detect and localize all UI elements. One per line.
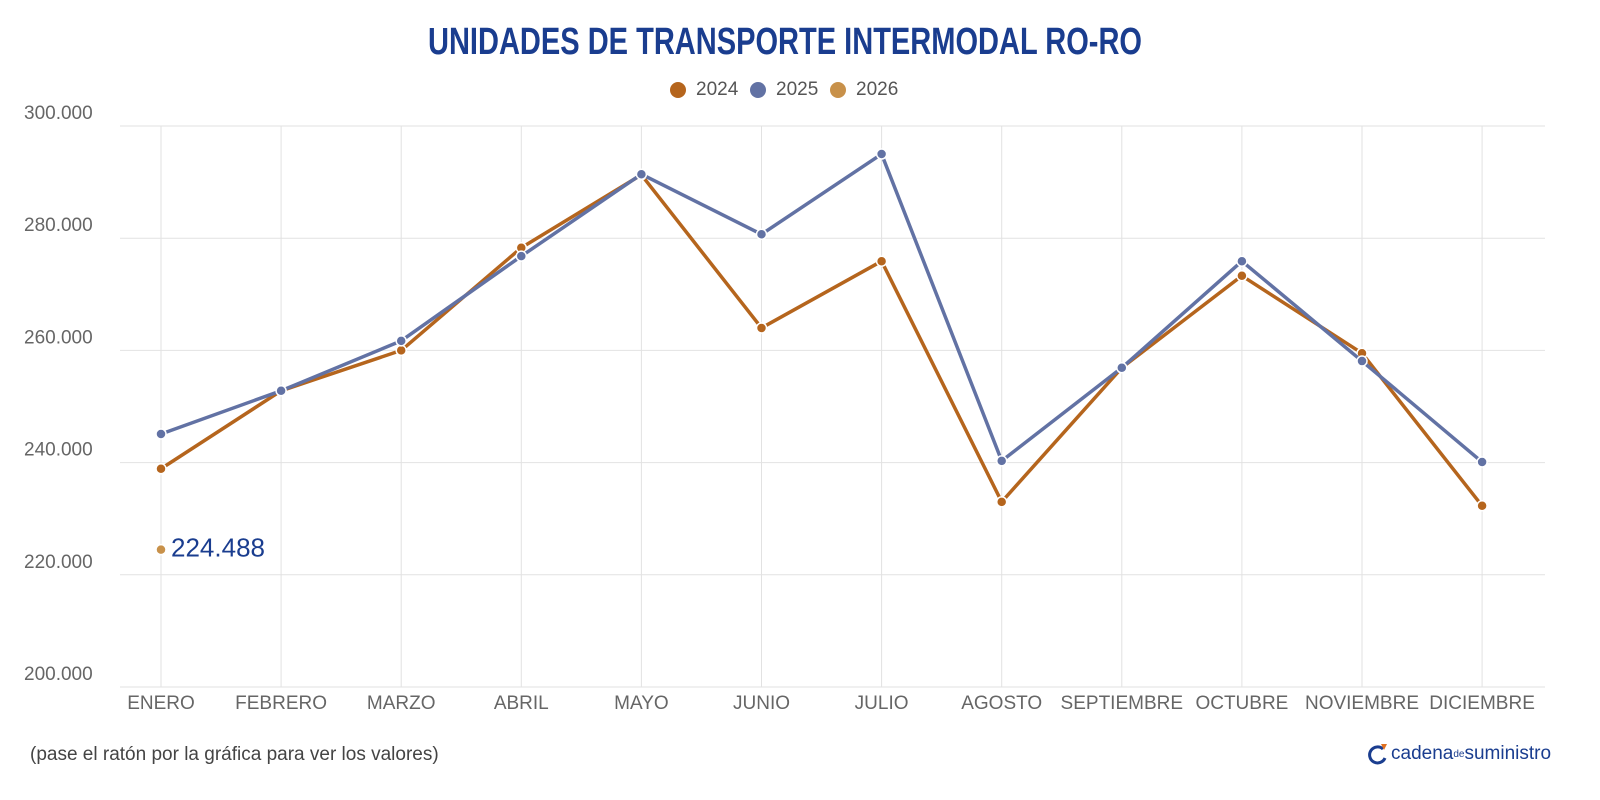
logo-icon xyxy=(1368,745,1387,765)
legend-label: 2025 xyxy=(776,79,818,100)
data-point xyxy=(155,463,167,475)
x-tick-label: MAYO xyxy=(614,693,669,714)
series-1 xyxy=(155,148,1488,468)
data-point xyxy=(995,496,1008,508)
data-point xyxy=(155,543,167,556)
chart-title: UNIDADES DE TRANSPORTE INTERMODAL RO-RO xyxy=(428,21,1142,63)
series-line xyxy=(160,173,1484,507)
data-point xyxy=(1116,362,1128,374)
data-point xyxy=(875,148,888,160)
legend-marker xyxy=(830,82,846,98)
y-tick-label: 200.000 xyxy=(24,664,93,685)
x-tick-label: JULIO xyxy=(855,693,909,714)
series-0 xyxy=(155,169,1488,512)
data-point xyxy=(395,335,407,347)
data-point xyxy=(1476,456,1488,468)
y-tick-label: 220.000 xyxy=(24,552,93,573)
data-point xyxy=(995,455,1008,467)
legend-marker xyxy=(670,82,686,98)
data-point xyxy=(275,385,287,397)
x-tick-label: NOVIEMBRE xyxy=(1305,693,1419,714)
x-tick-label: JUNIO xyxy=(733,693,790,714)
y-tick-label: 240.000 xyxy=(24,440,93,461)
data-point xyxy=(1476,500,1488,512)
legend-label: 2026 xyxy=(856,79,898,100)
data-point xyxy=(1356,355,1368,367)
y-tick-label: 260.000 xyxy=(24,327,93,348)
x-tick-label: SEPTIEMBRE xyxy=(1061,693,1183,714)
data-point xyxy=(395,344,407,357)
data-point xyxy=(875,255,888,267)
series-2: 224.488 xyxy=(155,532,265,562)
x-tick-label: OCTUBRE xyxy=(1195,693,1288,714)
data-label: 224.488 xyxy=(171,532,265,562)
legend-marker xyxy=(750,82,766,98)
x-tick-label: ABRIL xyxy=(494,693,549,714)
brand-logo: cadenadesuministro xyxy=(1368,743,1551,765)
data-point xyxy=(155,428,167,440)
series-line xyxy=(160,152,1484,464)
legend-label: 2024 xyxy=(696,79,739,100)
brand-text: cadenadesuministro xyxy=(1391,743,1551,764)
y-tick-label: 280.000 xyxy=(24,215,93,236)
data-point xyxy=(1236,270,1248,282)
x-tick-label: MARZO xyxy=(367,693,436,714)
logo-arrow xyxy=(1381,744,1387,750)
data-point xyxy=(1236,255,1248,267)
footer-note: (pase el ratón por la gráfica para ver l… xyxy=(30,744,439,765)
x-tick-label: ENERO xyxy=(127,693,195,714)
data-point xyxy=(755,322,768,334)
x-tick-label: DICIEMBRE xyxy=(1429,693,1535,714)
y-tick-label: 300.000 xyxy=(24,103,93,124)
data-point xyxy=(515,250,528,262)
x-tick-label: AGOSTO xyxy=(961,693,1042,714)
data-point xyxy=(755,228,768,241)
data-point xyxy=(635,168,648,180)
x-tick-label: FEBRERO xyxy=(235,693,327,714)
